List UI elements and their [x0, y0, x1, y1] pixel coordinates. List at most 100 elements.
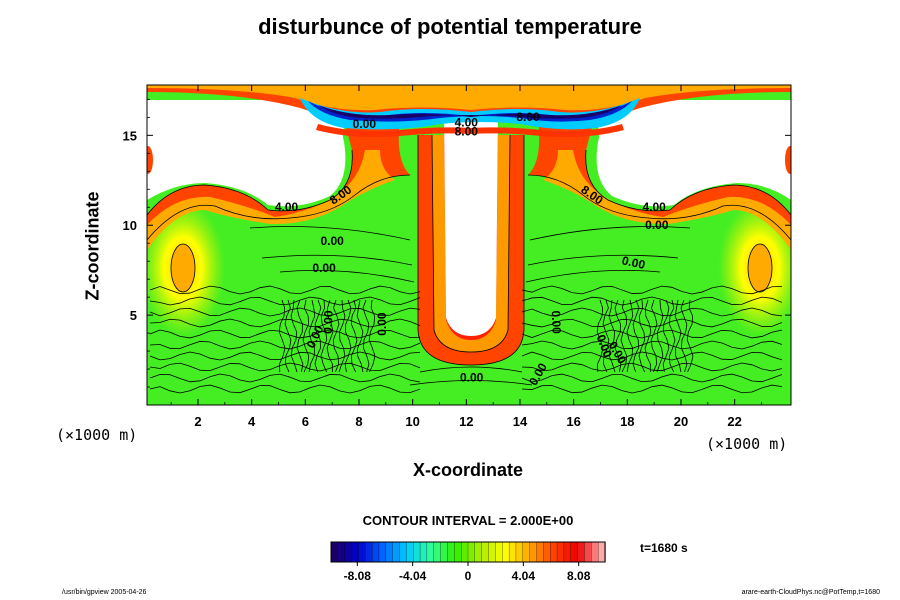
- contour-line: [638, 299, 646, 373]
- contour-line: [608, 299, 616, 373]
- x-tick-label: 10: [405, 414, 419, 429]
- colorbar-segment: [591, 541, 599, 563]
- colorbar-segment: [426, 541, 435, 563]
- contour-line: [308, 299, 316, 373]
- colorbar-segment: [502, 541, 510, 563]
- contour-line: [680, 299, 688, 373]
- contour-line: [527, 174, 791, 241]
- contour-interval-label: CONTOUR INTERVAL = 2.000E+00: [362, 513, 574, 528]
- colorbar-segment: [543, 541, 551, 563]
- contour-label: 4.00: [275, 200, 299, 214]
- y-tick-label: 5: [130, 308, 137, 323]
- contour-label: 4.00: [642, 200, 666, 214]
- contour-line: [278, 299, 286, 373]
- x-tick-label: 6: [302, 414, 309, 429]
- contour-line: [368, 299, 376, 373]
- contour-line: [614, 299, 622, 373]
- contour-line: [521, 362, 783, 372]
- contour-line: [417, 135, 525, 366]
- contour-line: [261, 254, 413, 266]
- contour-line: [149, 307, 421, 317]
- contour-lines: [147, 134, 791, 394]
- contour-line: [279, 269, 415, 283]
- contour-label: 4.00: [455, 115, 479, 129]
- contour-line: [314, 299, 322, 373]
- contour-line: [362, 299, 370, 373]
- contour-line: [674, 299, 682, 373]
- colorbar-segment: [460, 541, 469, 563]
- contour-line: [656, 299, 664, 373]
- contour-label: 8.00: [455, 124, 479, 138]
- contour-label: 0.00: [321, 310, 336, 334]
- contour-line: [527, 254, 679, 266]
- contour-line: [419, 366, 523, 373]
- contour-line: [431, 134, 511, 353]
- colorbar-segment: [433, 541, 442, 563]
- colorbar-segment: [577, 541, 586, 563]
- x-tick-label: 4: [248, 414, 256, 429]
- contour-label: 0.00: [353, 117, 377, 131]
- contour-line: [344, 299, 352, 373]
- x-unit-label: (×1000 m): [706, 435, 788, 453]
- contour-line: [644, 299, 652, 373]
- contour-line: [602, 299, 610, 373]
- colorbar-segment: [529, 541, 538, 563]
- colorbar-segment: [522, 541, 531, 563]
- contour-line: [296, 299, 304, 373]
- contour-line: [302, 299, 310, 373]
- x-tick-label: 22: [727, 414, 741, 429]
- contour-line: [521, 340, 783, 350]
- contour-line: [620, 299, 628, 373]
- x-tick-label: 16: [566, 414, 580, 429]
- contour-line: [149, 285, 421, 295]
- colorbar-segment: [570, 541, 579, 563]
- contour-line: [326, 299, 334, 373]
- colorbar-segment: [447, 541, 455, 563]
- colorbar-tick-label: 8.08: [567, 569, 591, 583]
- contour-line: [626, 299, 634, 373]
- colorbar-tick-label: 4.04: [512, 569, 536, 583]
- z-unit-label: (×1000 m): [56, 426, 138, 444]
- contour-label: 8.00: [516, 110, 540, 124]
- contour-line: [332, 299, 340, 373]
- x-tick-label: 12: [459, 414, 473, 429]
- contour-line: [409, 380, 533, 386]
- colorbar-segment: [413, 541, 421, 563]
- time-label: t=1680 s: [640, 541, 688, 555]
- colorbar-segment: [371, 541, 380, 563]
- colorbar-segment: [440, 541, 449, 563]
- colorbar-segment: [419, 541, 428, 563]
- contour-line: [521, 329, 783, 339]
- contour-label: 0.00: [549, 310, 564, 334]
- y-tick-label: 15: [123, 128, 137, 143]
- footer-left: /usr/bin/gpview 2005-04-26: [62, 589, 147, 596]
- contour-line: [521, 318, 783, 328]
- field-layer: [147, 85, 791, 405]
- colorbar-tick-label: -4.04: [399, 569, 427, 583]
- contour-line: [290, 299, 298, 373]
- colorbar-segment: [392, 541, 401, 563]
- colorbar-segment: [385, 541, 394, 563]
- contour-line: [149, 329, 421, 339]
- colorbar-segment: [508, 541, 517, 563]
- contour-line: [249, 226, 411, 241]
- axes: 2 4 6 8 10 12 14 16 18 20 22 5 10 15: [123, 85, 791, 429]
- contour-label: 0.00: [621, 253, 647, 272]
- contour-line: [284, 299, 292, 373]
- contour-line: [632, 299, 640, 373]
- contour-line: [356, 299, 364, 373]
- contour-label: 0.00: [460, 371, 484, 385]
- contour-line: [338, 299, 346, 373]
- contour-line: [521, 384, 783, 394]
- contour-label: 0.00: [375, 312, 389, 336]
- contour-line: [149, 318, 421, 328]
- x-tick-label: 2: [194, 414, 201, 429]
- colorbar-segment: [351, 541, 360, 563]
- contour-line: [521, 285, 783, 295]
- contour-line: [149, 296, 421, 306]
- colorbar-segment: [399, 541, 407, 563]
- colorbar-segment: [467, 541, 476, 563]
- contour-line: [596, 299, 604, 373]
- colorbar-segment: [474, 541, 483, 563]
